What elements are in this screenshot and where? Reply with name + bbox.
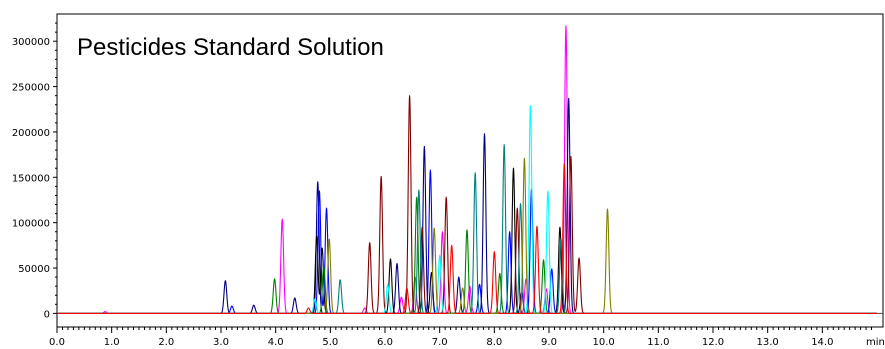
y-tick-label: 100000 — [12, 219, 50, 230]
axis-layer: 0 50000 100000 150000 200000 250000 300000 0.0 1… — [12, 22, 873, 348]
x-tick-label: 4.0 — [268, 337, 284, 348]
y-tick-label: 250000 — [12, 83, 50, 94]
x-tick-label: 0.0 — [49, 337, 65, 348]
x-tick-label: 3.0 — [213, 337, 229, 348]
x-axis-unit-label: min — [866, 337, 885, 348]
plot-frame — [56, 13, 884, 328]
x-tick-label: 5.0 — [322, 337, 338, 348]
x-tick-label: 9.0 — [541, 337, 557, 348]
y-tick-label: 300000 — [12, 37, 50, 48]
x-tick-label: 13.0 — [757, 337, 779, 348]
x-tick-label: 2.0 — [158, 337, 174, 348]
series-trace-10 — [56, 163, 878, 314]
x-tick-label: 7.0 — [432, 337, 448, 348]
x-tick-label: 11.0 — [647, 337, 669, 348]
x-tick-label: 10.0 — [593, 337, 615, 348]
x-tick-label: 1.0 — [104, 337, 120, 348]
x-tick-label: 12.0 — [702, 337, 724, 348]
y-tick-label: 200000 — [12, 128, 50, 139]
series-layer — [56, 25, 883, 314]
y-tick-label: 50000 — [18, 264, 50, 275]
chart-title: Pesticides Standard Solution — [77, 34, 384, 61]
x-tick-label: 14.0 — [811, 337, 833, 348]
x-tick-label: 6.0 — [377, 337, 393, 348]
y-tick-label: 0 — [44, 309, 50, 320]
y-tick-label: 150000 — [12, 173, 50, 184]
x-tick-label: 8.0 — [486, 337, 502, 348]
